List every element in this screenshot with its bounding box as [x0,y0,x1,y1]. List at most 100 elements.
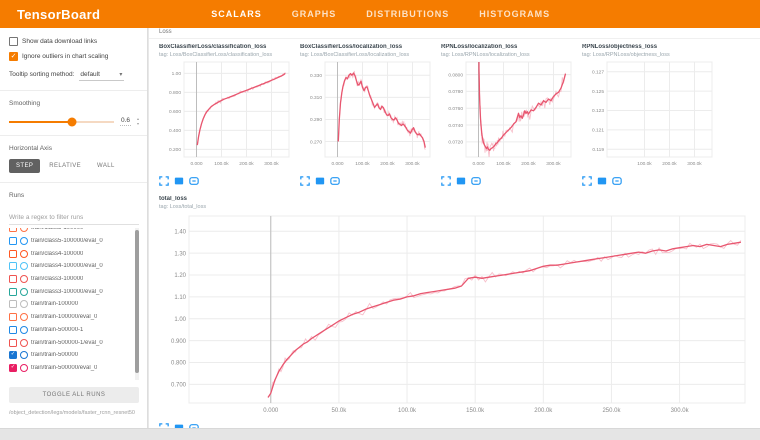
log-scale-icon[interactable] [456,176,466,186]
run-name: train/train-500000-1/eval_0 [31,340,103,346]
scalar-chart[interactable]: 0.1190.1210.1230.1250.127100.0k200.0k300… [582,59,718,169]
run-color-swatch-icon[interactable] [20,326,28,334]
tab-graphs[interactable]: GRAPHS [291,0,338,28]
run-row[interactable]: train/train-500000-1 [9,324,132,337]
run-checkbox[interactable] [9,313,17,321]
run-checkbox[interactable] [9,300,17,308]
run-name: train/class4-100000 [31,251,83,257]
run-color-swatch-icon[interactable] [20,300,28,308]
tab-histograms[interactable]: HISTOGRAMS [478,0,551,28]
expand-chart-icon[interactable] [582,176,592,186]
run-name: train/class5-100000/eval_0 [31,238,103,244]
run-color-swatch-icon[interactable] [20,364,28,372]
run-name: train/class5-100000 [31,228,83,231]
svg-text:0.800: 0.800 [169,91,181,97]
run-checkbox[interactable] [9,275,17,283]
run-row[interactable]: train/train-100000 [9,298,132,311]
runs-scrollbar[interactable] [135,228,139,380]
run-checkbox[interactable] [9,288,17,296]
svg-text:100.0k: 100.0k [398,408,417,414]
svg-text:150.0k: 150.0k [466,408,485,414]
scalar-chart[interactable]: 0.07200.07400.07600.07800.08000.000100.0… [441,59,577,169]
run-checkbox[interactable]: ✓ [9,351,17,359]
run-color-swatch-icon[interactable] [20,288,28,296]
expand-chart-icon[interactable] [159,176,169,186]
run-row[interactable]: ✓train/train-500000/eval_0 [9,362,132,375]
tag-group-header[interactable]: Loss [149,28,760,39]
tooltip-sort-select[interactable]: default ▾ [79,70,124,81]
run-row[interactable]: train/train-100000/eval_0 [9,311,132,324]
toggle-all-runs-button[interactable]: TOGGLE ALL RUNS [9,387,139,403]
run-row[interactable]: train/train-500000-1/eval_0 [9,336,132,349]
run-row[interactable]: train/class3-100000/eval_0 [9,285,132,298]
run-color-swatch-icon[interactable] [20,339,28,347]
sidebar: Show data download links ✓ Ignore outliers… [0,28,148,429]
tab-distributions[interactable]: DISTRIBUTIONS [365,0,450,28]
run-color-swatch-icon[interactable] [20,228,28,232]
axis-mode-relative-button[interactable]: RELATIVE [42,159,88,173]
run-color-swatch-icon[interactable] [20,275,28,283]
scalar-chart[interactable]: 0.2700.2900.3100.3300.000100.0k200.0k300… [300,59,436,169]
run-name: train/class3-100000/eval_0 [31,289,103,295]
run-checkbox[interactable] [9,262,17,270]
runs-filter-input[interactable] [9,212,139,225]
run-checkbox[interactable] [9,228,17,232]
svg-text:0.123: 0.123 [592,109,604,115]
svg-text:0.200: 0.200 [169,148,181,154]
svg-text:300.0k: 300.0k [671,408,690,414]
tab-scalars[interactable]: SCALARS [210,0,263,28]
chart-title: total_loss [159,196,760,204]
svg-text:0.0740: 0.0740 [448,123,463,129]
slider-knob[interactable] [67,117,76,126]
log-scale-icon[interactable] [315,176,325,186]
run-color-swatch-icon[interactable] [20,351,28,359]
run-color-swatch-icon[interactable] [20,313,28,321]
run-checkbox[interactable] [9,339,17,347]
svg-text:100.0k: 100.0k [496,161,511,167]
run-checkbox[interactable]: ✓ [9,364,17,372]
scalar-chart[interactable]: 0.2000.4000.6000.8001.000.000100.0k200.0… [159,59,295,169]
chart-card: BoxClassifierLoss/localization_loss tag:… [300,44,438,186]
expand-chart-icon[interactable] [441,176,451,186]
runs-scrollbar-thumb[interactable] [135,230,139,373]
svg-text:1.10: 1.10 [174,295,186,301]
run-color-swatch-icon[interactable] [20,237,28,245]
run-row[interactable]: train/class3-100000 [9,273,132,286]
run-color-swatch-icon[interactable] [20,250,28,258]
svg-text:300.0k: 300.0k [546,161,561,167]
unchecked-checkbox-icon[interactable] [9,37,18,46]
run-row[interactable]: train/class5-100000/eval_0 [9,235,132,248]
svg-text:0.0720: 0.0720 [448,140,463,146]
checkbox-label: Ignore outliers in chart scaling [22,53,108,60]
run-checkbox[interactable] [9,250,17,258]
svg-text:0.290: 0.290 [310,118,322,124]
run-row[interactable]: ✓ train/train-500000 [9,349,132,362]
run-row[interactable]: train/class5-100000 [9,228,132,235]
fit-domain-icon[interactable] [612,176,622,186]
stepper-down-icon[interactable]: ▾ [137,122,139,126]
run-row[interactable]: train/class4-100000/eval_0 [9,260,132,273]
svg-text:0.0760: 0.0760 [448,106,463,112]
chevron-down-icon: ▾ [119,71,122,78]
run-checkbox[interactable] [9,237,17,245]
run-row[interactable]: train/class4-100000 [9,247,132,260]
log-scale-icon[interactable] [174,176,184,186]
run-color-swatch-icon[interactable] [20,262,28,270]
smoothing-slider[interactable] [9,121,114,123]
tooltip-sort-value: default [80,71,100,78]
checked-checkbox-icon[interactable]: ✓ [9,52,18,61]
settings-checkbox-row[interactable]: ✓ Ignore outliers in chart scaling [9,52,139,61]
log-scale-icon[interactable] [597,176,607,186]
smoothing-stepper[interactable]: ▴▾ [137,117,139,125]
settings-checkbox-row[interactable]: Show data download links [9,37,139,46]
axis-mode-wall-button[interactable]: WALL [90,159,122,173]
run-checkbox[interactable] [9,326,17,334]
expand-chart-icon[interactable] [300,176,310,186]
total-loss-chart[interactable]: 0.7000.8000.9001.001.101.201.301.400.000… [159,212,755,416]
fit-domain-icon[interactable] [330,176,340,186]
axis-mode-step-button[interactable]: STEP [9,159,40,173]
run-name: train/train-500000 [31,352,78,358]
smoothing-value[interactable]: 0.6 [120,117,131,126]
fit-domain-icon[interactable] [189,176,199,186]
fit-domain-icon[interactable] [471,176,481,186]
